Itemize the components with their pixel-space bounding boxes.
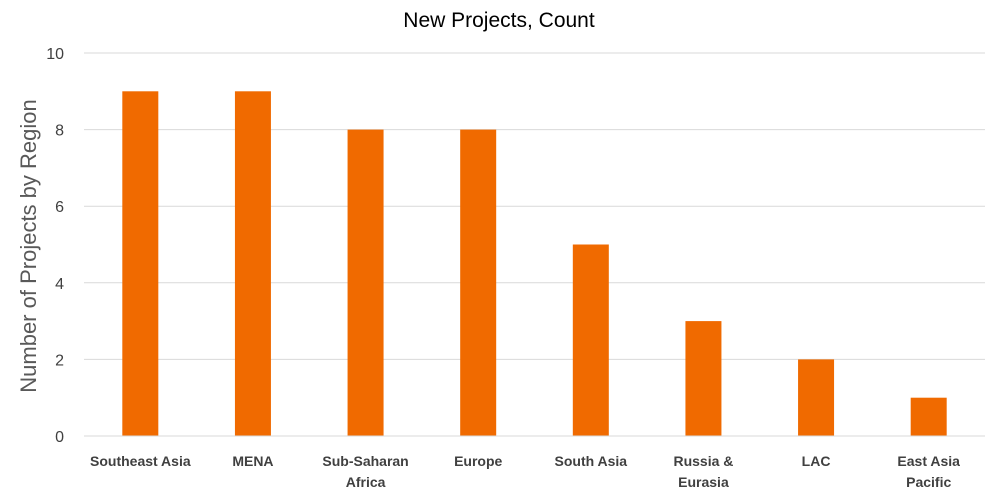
y-tick-label-0: 0 bbox=[55, 429, 64, 446]
bar-1 bbox=[234, 91, 271, 437]
y-tick-label-6: 6 bbox=[55, 199, 64, 216]
x-axis-ticks: Southeast Asia MENA Sub-Saharan Africa Europ… bbox=[90, 453, 960, 490]
x-tick-label-line: MENA bbox=[232, 453, 273, 469]
bar-2 bbox=[347, 129, 384, 436]
x-tick-label-2: Sub-Saharan Africa bbox=[322, 453, 408, 490]
x-tick-label-1: MENA bbox=[232, 453, 273, 469]
x-tick-label-line: Europe bbox=[454, 453, 502, 469]
x-tick-label-7: East Asia Pacific bbox=[897, 453, 960, 490]
x-tick-label-line: Russia & bbox=[673, 453, 733, 469]
x-tick-label-0: Southeast Asia bbox=[90, 453, 191, 469]
y-tick-label-8: 8 bbox=[55, 123, 64, 140]
x-tick-label-line: LAC bbox=[802, 453, 831, 469]
y-tick-label-4: 4 bbox=[55, 276, 64, 293]
bar-5 bbox=[685, 321, 722, 436]
bar-4 bbox=[572, 244, 609, 436]
x-tick-label-6: LAC bbox=[802, 453, 831, 469]
bars bbox=[122, 91, 947, 437]
x-tick-label-line: Southeast Asia bbox=[90, 453, 191, 469]
bar-3 bbox=[460, 129, 497, 436]
x-tick-label-3: Europe bbox=[454, 453, 502, 469]
y-axis-label: Number of Projects by Region bbox=[16, 99, 41, 392]
x-tick-label-5: Russia & Eurasia bbox=[673, 453, 733, 490]
bar-6 bbox=[798, 359, 835, 436]
x-tick-label-line: Pacific bbox=[906, 474, 951, 490]
x-tick-label-line: Sub-Saharan bbox=[322, 453, 408, 469]
bar-0 bbox=[122, 91, 159, 437]
y-axis-ticks: 0 2 4 6 8 10 bbox=[46, 46, 64, 446]
x-tick-label-line: Eurasia bbox=[678, 474, 729, 490]
x-tick-label-line: East Asia bbox=[897, 453, 960, 469]
bar-7 bbox=[910, 397, 947, 436]
x-tick-label-line: Africa bbox=[346, 474, 386, 490]
x-tick-label-line: South Asia bbox=[555, 453, 628, 469]
chart-title: New Projects, Count bbox=[403, 9, 595, 32]
gridlines bbox=[84, 52, 985, 360]
y-tick-label-10: 10 bbox=[46, 46, 64, 63]
y-tick-label-2: 2 bbox=[55, 352, 64, 369]
x-tick-label-4: South Asia bbox=[555, 453, 628, 469]
